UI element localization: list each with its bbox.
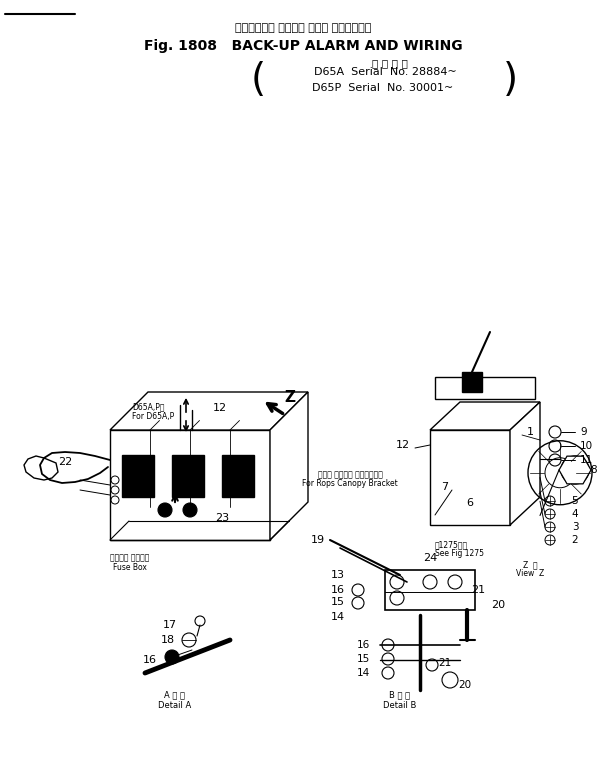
Text: Fig. 1808   BACK-UP ALARM AND WIRING: Fig. 1808 BACK-UP ALARM AND WIRING xyxy=(144,39,462,53)
Text: Z  矢: Z 矢 xyxy=(523,560,538,570)
Text: Z: Z xyxy=(284,390,296,405)
Text: 12: 12 xyxy=(213,403,227,413)
Text: 15: 15 xyxy=(357,654,370,664)
Text: 21: 21 xyxy=(438,658,451,668)
Text: 19: 19 xyxy=(311,535,325,545)
Polygon shape xyxy=(110,430,270,540)
Text: 23: 23 xyxy=(215,513,229,523)
Text: 16: 16 xyxy=(331,585,345,595)
Text: 5: 5 xyxy=(571,496,578,506)
Text: Detail A: Detail A xyxy=(158,701,191,709)
Polygon shape xyxy=(24,456,58,480)
Text: 10: 10 xyxy=(580,441,593,451)
Text: 12: 12 xyxy=(396,440,410,450)
Text: Fuse Box: Fuse Box xyxy=(113,563,147,571)
Text: 20: 20 xyxy=(491,600,505,610)
Polygon shape xyxy=(559,456,591,484)
Bar xyxy=(172,455,204,497)
Text: 18: 18 xyxy=(161,635,175,645)
Text: 24: 24 xyxy=(423,553,437,563)
Text: 2: 2 xyxy=(571,535,578,545)
Text: 6: 6 xyxy=(467,498,473,508)
Bar xyxy=(122,455,154,497)
Text: See Fig 1275: See Fig 1275 xyxy=(435,549,484,559)
Circle shape xyxy=(183,503,197,517)
Text: 17: 17 xyxy=(163,620,177,630)
Polygon shape xyxy=(430,402,540,430)
Text: View  Z: View Z xyxy=(516,570,544,578)
Text: (: ( xyxy=(250,61,265,99)
Text: 22: 22 xyxy=(58,457,72,467)
Circle shape xyxy=(158,503,172,517)
Text: 15: 15 xyxy=(331,597,345,607)
Polygon shape xyxy=(270,392,308,540)
Text: D65A  Serial  No. 28884~: D65A Serial No. 28884~ xyxy=(314,67,456,77)
Text: 8: 8 xyxy=(590,465,597,475)
Text: ヒューズ ボックス: ヒューズ ボックス xyxy=(110,553,150,563)
Text: 図1275参照: 図1275参照 xyxy=(435,540,468,549)
Text: D65P  Serial  No. 30001~: D65P Serial No. 30001~ xyxy=(312,83,454,93)
Text: 3: 3 xyxy=(571,522,578,532)
Text: 11: 11 xyxy=(580,455,593,465)
Polygon shape xyxy=(430,430,510,525)
Text: 14: 14 xyxy=(357,668,370,678)
Text: 9: 9 xyxy=(580,427,587,437)
Text: For D65A,P: For D65A,P xyxy=(132,412,175,421)
Text: 14: 14 xyxy=(331,612,345,622)
Text: 20: 20 xyxy=(458,680,471,690)
Bar xyxy=(462,372,482,392)
Text: バックアップ アラーム および ワイヤリング: バックアップ アラーム および ワイヤリング xyxy=(235,23,371,33)
Text: 4: 4 xyxy=(571,509,578,519)
Polygon shape xyxy=(110,392,308,430)
Text: 21: 21 xyxy=(471,585,485,595)
Bar xyxy=(435,377,535,399)
Text: A 詳 細: A 詳 細 xyxy=(164,691,185,700)
Text: D65A,P用: D65A,P用 xyxy=(132,402,164,412)
Text: 16: 16 xyxy=(143,655,157,665)
Text: 7: 7 xyxy=(441,482,448,492)
Text: 適 用 号 機: 適 用 号 機 xyxy=(372,58,408,68)
Text: Detail B: Detail B xyxy=(384,701,417,709)
Text: 1: 1 xyxy=(527,427,533,437)
Bar xyxy=(385,570,475,610)
Text: ): ) xyxy=(502,61,518,99)
Text: For Rops Canopy Bracket: For Rops Canopy Bracket xyxy=(302,480,398,488)
Bar xyxy=(222,455,254,497)
Text: ロプス キャノピ ブラケット用: ロプス キャノピ ブラケット用 xyxy=(318,470,382,480)
Text: 13: 13 xyxy=(331,570,345,580)
Circle shape xyxy=(165,650,179,664)
Text: B 詳 細: B 詳 細 xyxy=(390,691,410,700)
Polygon shape xyxy=(510,402,540,525)
Text: 16: 16 xyxy=(357,640,370,650)
